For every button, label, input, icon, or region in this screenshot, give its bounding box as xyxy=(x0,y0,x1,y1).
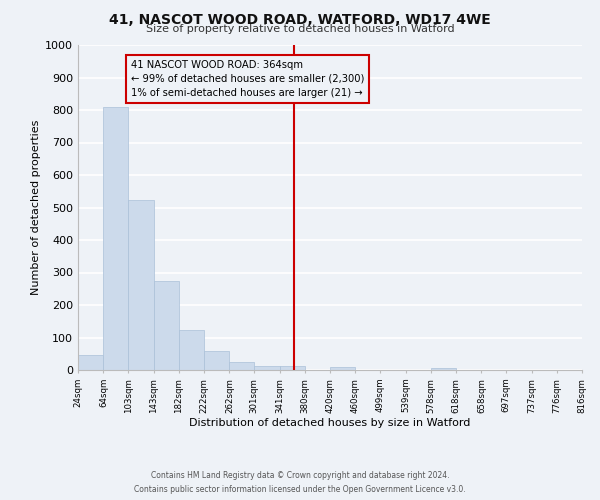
Bar xyxy=(254,366,280,370)
X-axis label: Distribution of detached houses by size in Watford: Distribution of detached houses by size … xyxy=(190,418,470,428)
Bar xyxy=(431,368,456,370)
Bar xyxy=(78,355,103,370)
Text: 41 NASCOT WOOD ROAD: 364sqm
← 99% of detached houses are smaller (2,300)
1% of s: 41 NASCOT WOOD ROAD: 364sqm ← 99% of det… xyxy=(131,60,364,98)
Bar xyxy=(128,200,154,370)
Text: Size of property relative to detached houses in Watford: Size of property relative to detached ho… xyxy=(146,24,454,34)
Bar xyxy=(204,351,229,370)
Bar xyxy=(179,330,204,370)
Text: 41, NASCOT WOOD ROAD, WATFORD, WD17 4WE: 41, NASCOT WOOD ROAD, WATFORD, WD17 4WE xyxy=(109,12,491,26)
Text: Contains HM Land Registry data © Crown copyright and database right 2024.
Contai: Contains HM Land Registry data © Crown c… xyxy=(134,472,466,494)
Bar xyxy=(103,108,128,370)
Bar xyxy=(330,368,355,370)
Bar xyxy=(154,280,179,370)
Bar xyxy=(280,366,305,370)
Bar xyxy=(229,362,254,370)
Y-axis label: Number of detached properties: Number of detached properties xyxy=(31,120,41,295)
